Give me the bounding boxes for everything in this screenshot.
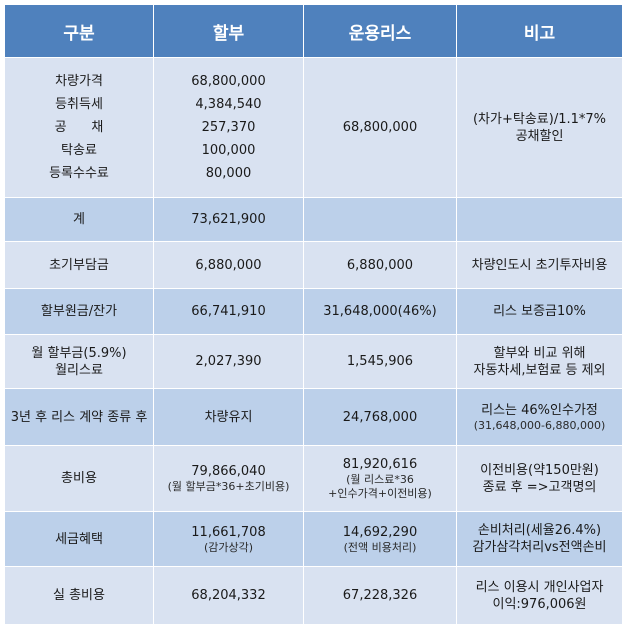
cost-item-label: 등록수수료 [49, 166, 109, 181]
note-cell: 리스 이용시 개인사업자 이익:976,006원 [456, 566, 623, 625]
cost-value: 68,800,000 [191, 74, 266, 89]
note-subline: (31,648,000-6,880,000) [473, 418, 606, 432]
lease-formula-line: +인수가격+이전비용) [328, 487, 432, 500]
note-line: (차가+탁송료)/1.1*7% [472, 111, 606, 127]
comparison-table-container: 구분 할부 운용리스 비고 차량가격 등취득세 공 채 탁송료 등록수수료 68… [4, 4, 623, 632]
cost-item-label: 등취득세 [55, 97, 103, 112]
installment-value: 73,621,900 [153, 197, 304, 242]
installment-amount: 11,661,708 [191, 524, 266, 540]
installment-formula: (월 할부금*36+초기비용) [167, 480, 290, 493]
lease-value: 6,880,000 [303, 241, 457, 289]
row-label-line: 월 할부금(5.9%) [31, 345, 127, 361]
note-line: 자동차세,보험료 등 제외 [473, 362, 606, 378]
installment-value: 68,204,332 [153, 566, 304, 625]
note-line: 감가삼각처리vs전액손비 [472, 540, 607, 555]
lease-value: 14,692,290 (전액 비용처리) [303, 511, 457, 567]
comparison-table: 구분 할부 운용리스 비고 차량가격 등취득세 공 채 탁송료 등록수수료 68… [4, 4, 623, 625]
note-line: 이익:976,006원 [492, 596, 587, 612]
row-label: 3년 후 리스 계약 종류 후 [4, 388, 154, 446]
note-cell: (차가+탁송료)/1.1*7% 공채할인 [456, 57, 623, 198]
table-row-tax-benefit: 세금혜택 11,661,708 (감가상각) 14,692,290 (전액 비용… [4, 511, 623, 567]
lease-value: 24,768,000 [303, 388, 457, 446]
cost-item-label: 탁송료 [61, 143, 97, 158]
installment-cost-values-cell: 68,800,000 4,384,540 257,370 100,000 80,… [153, 57, 304, 198]
lease-value: 1,545,906 [303, 334, 457, 389]
row-label-line: 월리스료 [55, 362, 103, 378]
installment-value: 79,866,040 (월 할부금*36+초기비용) [153, 445, 304, 512]
note-cell: 차량인도시 초기투자비용 [456, 241, 623, 289]
note-line: 종료 후 =>고객명의 [482, 479, 597, 495]
installment-value: 차량유지 [153, 388, 304, 446]
table-row-monthly-payment: 월 할부금(5.9%) 월리스료 2,027,390 1,545,906 할부와… [4, 334, 623, 389]
note-cell: 리스는 46%인수가정 (31,648,000-6,880,000) [456, 388, 623, 446]
table-row-cost-breakdown: 차량가격 등취득세 공 채 탁송료 등록수수료 68,800,000 4,384… [4, 57, 623, 198]
table-row-total: 계 73,621,900 [4, 197, 623, 242]
table-row-initial-payment: 초기부담금 6,880,000 6,880,000 차량인도시 초기투자비용 [4, 241, 623, 289]
cost-value: 100,000 [201, 143, 256, 158]
cost-item-label: 차량가격 [55, 74, 103, 89]
lease-cost-cell: 68,800,000 [303, 57, 457, 198]
lease-value: 67,228,326 [303, 566, 457, 625]
note-line: 할부와 비교 위해 [493, 345, 586, 361]
installment-value: 6,880,000 [153, 241, 304, 289]
note-cell: 리스 보증금10% [456, 288, 623, 335]
installment-value: 11,661,708 (감가상각) [153, 511, 304, 567]
header-operating-lease: 운용리스 [303, 4, 457, 58]
lease-method: (전액 비용처리) [343, 540, 417, 554]
lease-value: 31,648,000(46%) [303, 288, 457, 335]
cost-items-cell: 차량가격 등취득세 공 채 탁송료 등록수수료 [4, 57, 154, 198]
note-cell: 이전비용(약150만원) 종료 후 =>고객명의 [456, 445, 623, 512]
row-label: 실 총비용 [4, 566, 154, 625]
installment-value: 2,027,390 [153, 334, 304, 389]
row-label: 세금혜택 [4, 511, 154, 567]
cost-value: 257,370 [201, 120, 256, 135]
table-row-principal-residual: 할부원금/잔가 66,741,910 31,648,000(46%) 리스 보증… [4, 288, 623, 335]
lease-amount: 81,920,616 [342, 457, 418, 472]
lease-amount: 14,692,290 [342, 524, 418, 540]
cost-item-label: 공 채 [54, 120, 104, 135]
note-line: 리스 이용시 개인사업자 [475, 579, 604, 595]
note-line: 리스는 46%인수가정 [481, 402, 598, 418]
header-category: 구분 [4, 4, 154, 58]
row-label: 총비용 [4, 445, 154, 512]
table-row-total-cost: 총비용 79,866,040 (월 할부금*36+초기비용) 81,920,61… [4, 445, 623, 512]
note-line: 공채할인 [515, 128, 564, 144]
row-label: 초기부담금 [4, 241, 154, 289]
table-row-after-3-years: 3년 후 리스 계약 종류 후 차량유지 24,768,000 리스는 46%인… [4, 388, 623, 446]
note-line: 손비처리(세율26.4%) [477, 523, 602, 538]
lease-value: 81,920,616 (월 리스료*36 +인수가격+이전비용) [303, 445, 457, 512]
installment-method: (감가상각) [203, 540, 254, 554]
header-note: 비고 [456, 4, 623, 58]
row-label: 월 할부금(5.9%) 월리스료 [4, 334, 154, 389]
row-label: 할부원금/잔가 [4, 288, 154, 335]
installment-amount: 79,866,040 [191, 464, 266, 479]
lease-value [303, 197, 457, 242]
note-cell: 손비처리(세율26.4%) 감가삼각처리vs전액손비 [456, 511, 623, 567]
table-row-net-total-cost: 실 총비용 68,204,332 67,228,326 리스 이용시 개인사업자… [4, 566, 623, 625]
note-cell: 할부와 비교 위해 자동차세,보험료 등 제외 [456, 334, 623, 389]
note-cell [456, 197, 623, 242]
cost-value: 80,000 [205, 166, 252, 181]
cost-value: 4,384,540 [195, 97, 262, 112]
note-line: 이전비용(약150만원) [480, 462, 599, 478]
row-label: 계 [4, 197, 154, 242]
header-installment: 할부 [153, 4, 304, 58]
lease-formula-line: (월 리스료*36 [346, 473, 414, 486]
header-row: 구분 할부 운용리스 비고 [4, 4, 623, 58]
installment-value: 66,741,910 [153, 288, 304, 335]
